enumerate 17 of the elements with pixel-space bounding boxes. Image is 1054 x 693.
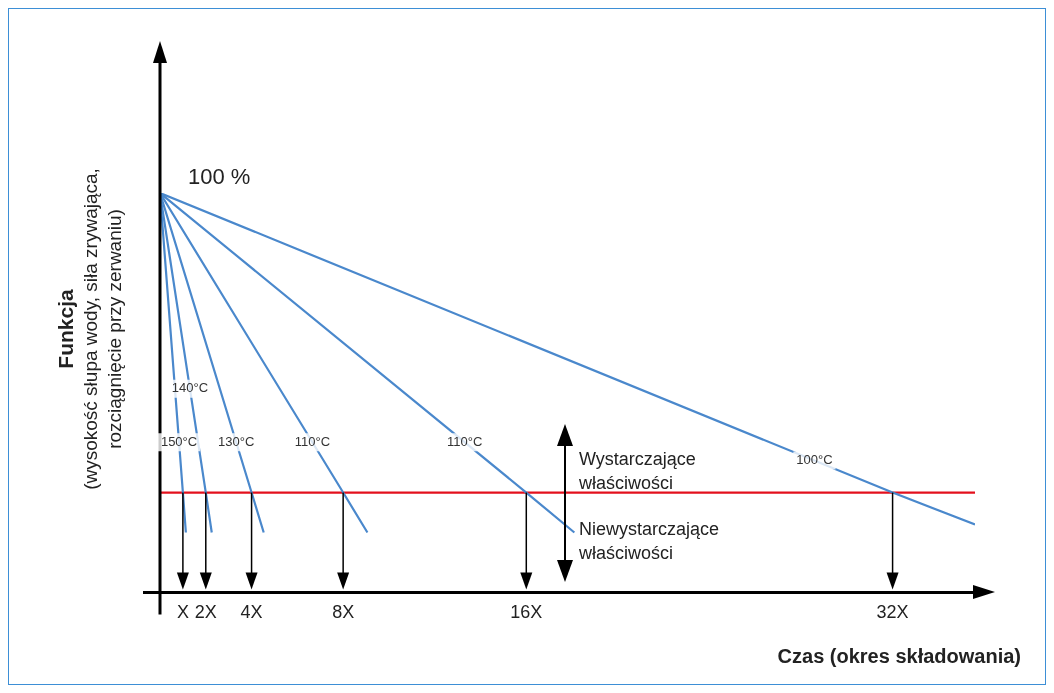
series-label: 140°C <box>171 380 209 396</box>
series-label: 100°C <box>796 452 833 468</box>
x-tick-label: 4X <box>240 602 263 623</box>
annotation: Niewystarczające właściwości <box>579 518 721 565</box>
x-axis-title: Czas (okres składowania) <box>777 645 1021 668</box>
x-tick-label: 2X <box>194 602 217 623</box>
x-tick-label: X <box>176 602 189 623</box>
series-label: 110°C <box>294 433 331 449</box>
series-label: 150°C <box>160 433 198 449</box>
annotation: Wystarczające właściwości <box>579 448 697 495</box>
annotation: 100 % <box>188 164 251 190</box>
y-axis-title: Funkcja (wysokość słupa wody, siła zrywająca, rozciągnięcie przy zerwaniu) <box>54 167 126 492</box>
x-tick-label: 16X <box>510 602 543 623</box>
x-tick-label: 32X <box>876 602 909 623</box>
series-label: 110°C <box>447 433 483 449</box>
series-label: 130°C <box>218 433 255 449</box>
x-tick-label: 8X <box>332 602 355 623</box>
